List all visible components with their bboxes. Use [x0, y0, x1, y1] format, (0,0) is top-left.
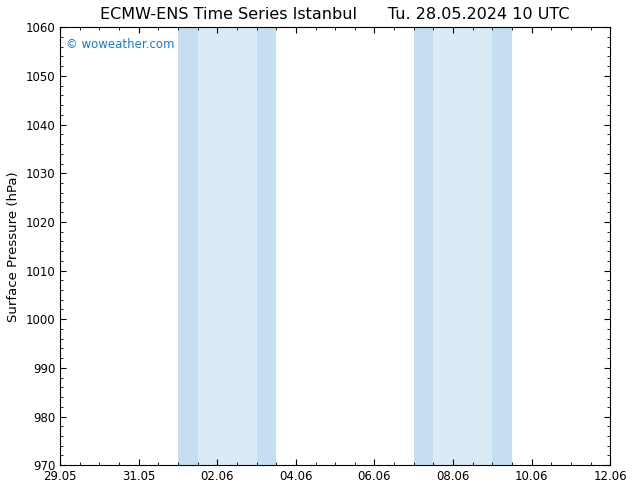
Text: © woweather.com: © woweather.com [65, 38, 174, 51]
Bar [414, 27, 434, 465]
Bar [257, 27, 276, 465]
Bar [434, 27, 493, 465]
Bar [198, 27, 257, 465]
Title: ECMW-ENS Time Series Istanbul      Tu. 28.05.2024 10 UTC: ECMW-ENS Time Series Istanbul Tu. 28.05.… [100, 7, 570, 22]
Bar [178, 27, 198, 465]
Bar [493, 27, 512, 465]
Y-axis label: Surface Pressure (hPa): Surface Pressure (hPa) [7, 171, 20, 321]
